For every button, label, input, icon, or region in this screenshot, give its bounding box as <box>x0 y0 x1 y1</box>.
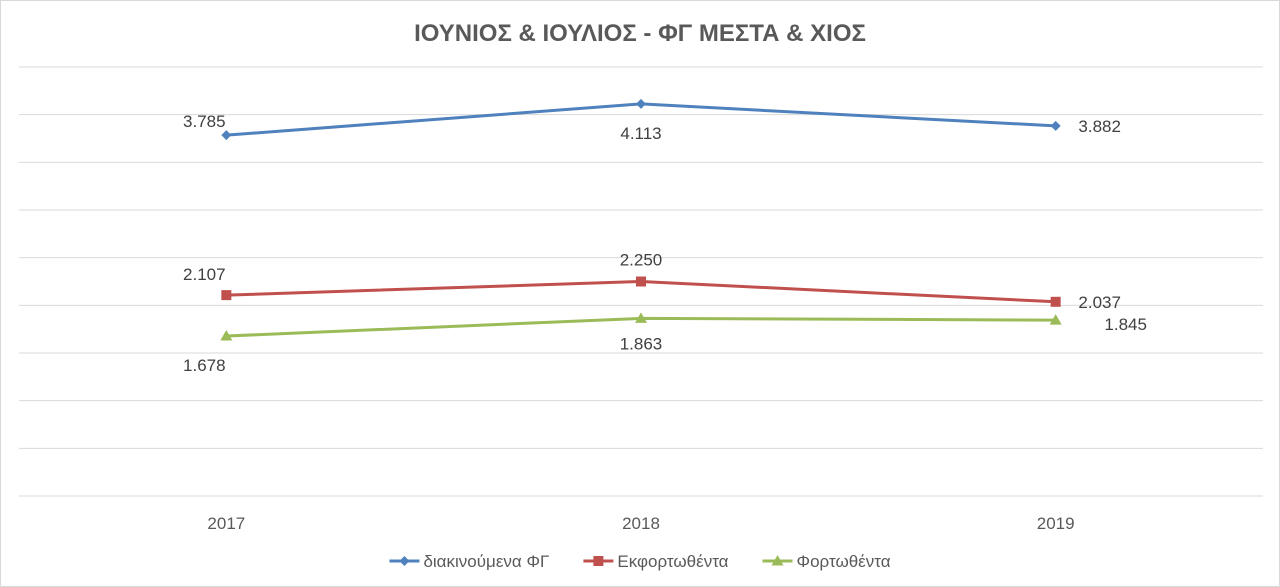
data-label: 2.250 <box>620 251 663 270</box>
series-3 <box>220 312 1062 341</box>
data-point <box>1049 314 1062 325</box>
x-tick-label: 2019 <box>1037 514 1075 533</box>
legend: διακινούμενα ΦΓ Εκφορτωθέντα Φορτωθέντα <box>389 552 891 571</box>
data-label: 1.678 <box>183 356 226 375</box>
legend-item: Εκφορτωθέντα <box>583 552 729 571</box>
series-1 <box>221 98 1061 141</box>
data-point <box>635 312 647 323</box>
series-2 <box>221 276 1061 307</box>
x-tick-label: 2018 <box>622 514 660 533</box>
x-tick-label: 2017 <box>207 514 245 533</box>
data-point <box>636 98 646 109</box>
data-label: 3.882 <box>1078 117 1121 136</box>
x-axis-ticks: 2017 2018 2019 <box>207 514 1074 533</box>
legend-item: Φορτωθέντα <box>762 552 891 571</box>
legend-label: διακινούμενα ΦΓ <box>423 552 549 571</box>
data-point <box>1050 120 1061 131</box>
gridlines <box>19 66 1263 497</box>
data-label: 2.037 <box>1078 293 1121 312</box>
legend-item: διακινούμενα ΦΓ <box>389 552 549 571</box>
data-point <box>220 330 233 341</box>
data-label: 1.845 <box>1104 315 1147 334</box>
legend-marker <box>771 555 784 566</box>
legend-marker <box>593 556 604 566</box>
data-labels: 3.785 4.113 3.882 2.107 2.250 2.037 1.678 1.863… <box>183 112 1147 375</box>
series-lines <box>220 98 1062 341</box>
data-point <box>221 130 232 141</box>
data-label: 3.785 <box>183 112 226 131</box>
data-label: 1.863 <box>620 334 663 353</box>
chart-title: ΙΟΥΝΙΟΣ & ΙΟΥΛΙΟΣ - ΦΓ ΜΕΣΤΑ & ΧΙΟΣ <box>414 20 866 47</box>
data-point <box>221 290 232 301</box>
data-label: 2.107 <box>183 265 226 284</box>
legend-label: Φορτωθέντα <box>797 552 891 571</box>
data-label: 4.113 <box>620 124 661 143</box>
data-point <box>636 276 646 287</box>
legend-label: Εκφορτωθέντα <box>617 552 728 571</box>
legend-marker <box>399 556 410 566</box>
data-point <box>1050 296 1061 307</box>
